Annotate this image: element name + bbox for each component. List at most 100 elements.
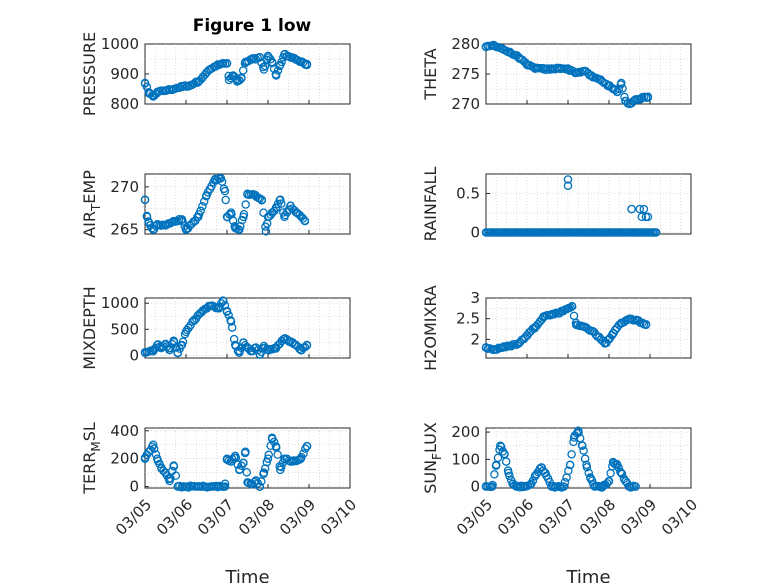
data-point [261,227,271,236]
data-point [288,338,297,347]
data-point [596,75,606,85]
data-point [198,306,207,316]
data-point [280,334,289,343]
data-point [255,53,265,62]
y-axis-label: MIXDEPTH [80,286,99,369]
data-point [506,341,515,350]
data-point [625,482,634,491]
data-point [173,348,183,358]
data-point [263,51,273,61]
data-point [496,441,505,450]
x-tick-label: 03/09 [617,496,660,539]
data-point [530,322,540,332]
data-point [220,186,230,196]
data-point [298,214,308,223]
data-point [140,78,150,88]
data-point [580,66,589,76]
figure-title: Figure 1 low [193,16,312,36]
data-point [489,40,499,50]
data-point [226,317,236,326]
data-point [222,59,232,68]
data-point [604,335,614,344]
data-point [504,468,513,478]
data-point [522,330,532,340]
data-point [169,84,178,94]
data-point [530,471,540,480]
data-point [242,468,252,477]
data-point [206,301,215,311]
data-point [280,454,289,463]
data-point [224,71,233,81]
x-tick-label: 03/10 [658,496,701,539]
data-point [564,466,573,476]
data-point [627,204,636,214]
data-point [612,87,622,97]
data-point [637,93,647,103]
data-point [631,482,640,491]
data-point [239,458,248,468]
y-tick-label: 0 [470,478,480,496]
data-point [514,339,524,348]
data-point [153,454,162,463]
data-point [236,221,245,231]
data-point [526,479,536,489]
data-point [641,320,651,330]
x-tick-label: 03/06 [153,496,196,539]
x-tick-label: 03/08 [235,496,278,539]
x-tick-label: 03/07 [194,496,237,539]
data-point [588,326,597,336]
data-point [267,433,277,443]
y-tick-label: 200 [451,423,480,441]
data-point [218,59,228,68]
data-point [158,342,168,351]
y-axis-label: SUNFLUX [421,422,444,494]
data-point [169,461,178,470]
data-point [210,175,219,185]
data-point [255,482,265,491]
data-point [241,447,250,456]
data-point [251,343,260,352]
data-point [651,228,661,237]
data-point [271,343,281,352]
y-tick-label: 280 [451,35,480,53]
data-point [273,66,283,75]
data-point [530,63,540,73]
data-point [629,96,638,106]
data-point [522,60,532,70]
data-point [140,195,150,204]
x-tick-label: 03/08 [576,496,619,539]
data-point [241,200,250,209]
x-axis-label: Time [224,567,269,583]
data-point [621,476,630,486]
data-point [161,339,170,349]
data-point [590,482,599,491]
data-point [230,223,240,233]
data-point [171,471,181,480]
data-point [233,460,243,469]
data-point [148,225,158,234]
data-point [263,345,273,355]
data-point [498,44,507,54]
data-point [639,204,649,214]
y-axis-label: AIRTEMP [80,170,103,238]
data-point [574,426,583,435]
y-tick-label: 200 [110,450,139,468]
data-point [235,348,244,358]
data-point [220,482,230,491]
data-point [214,304,224,313]
data-point [300,216,310,226]
data-point [487,482,497,491]
data-point [501,343,510,352]
data-point [161,86,170,95]
data-point [235,465,244,475]
data-point [280,50,289,59]
data-point [580,322,589,332]
data-point [267,57,277,67]
y-tick-label: 800 [110,95,139,113]
data-point [481,343,491,352]
data-point [169,336,178,346]
data-point [547,64,556,74]
data-point [161,221,170,230]
data-point [489,345,499,354]
